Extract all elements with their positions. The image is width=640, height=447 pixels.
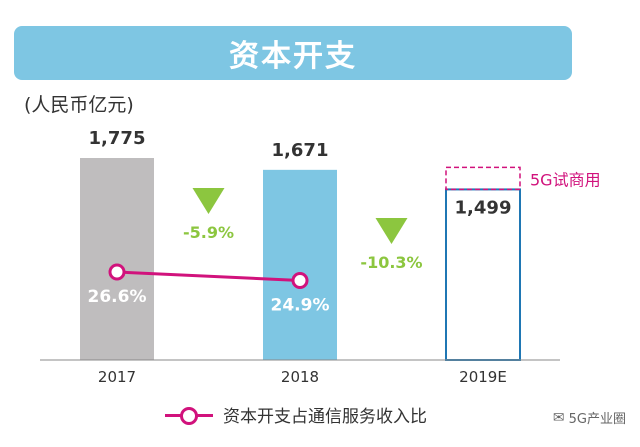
bar-value-label-2019E: 1,499 [455,197,512,218]
bar-2019E [445,188,521,361]
change-arrow-icon-2 [375,218,408,244]
x-tick-label-2019E: 2019E [459,368,507,386]
ratio-label-2017: 26.6% [88,287,147,307]
wechat-icon: ✉ [552,409,565,426]
watermark-text: 5G产业圈 [568,412,626,427]
change-label-2: -10.3% [360,253,422,272]
ratio-point-2017 [108,263,126,281]
chart-title: 资本开支 [14,26,572,80]
y-axis-unit-label: (人民币亿元) [24,94,134,116]
annotation-label: 5G试商用 [530,170,601,189]
bar-2017 [80,158,154,360]
watermark: ✉ 5G产业圈 [552,408,626,428]
ratio-point-2018 [291,272,309,289]
legend: 资本开支占通信服务收入比 [165,402,427,427]
ratio-line [116,270,301,282]
legend-label: 资本开支占通信服务收入比 [223,407,427,427]
ratio-label-2018: 24.9% [271,296,330,316]
change-arrow-icon-1 [192,188,225,214]
bar-2018 [263,169,337,360]
x-tick-label-2018: 2018 [281,368,319,386]
bar-value-label-2018: 1,671 [272,140,329,161]
annotation-dashed-box [445,166,521,191]
bar-value-label-2017: 1,775 [89,128,146,149]
x-tick-label-2017: 2017 [98,368,136,386]
legend-line-marker-icon [165,406,213,425]
change-label-1: -5.9% [183,223,234,242]
